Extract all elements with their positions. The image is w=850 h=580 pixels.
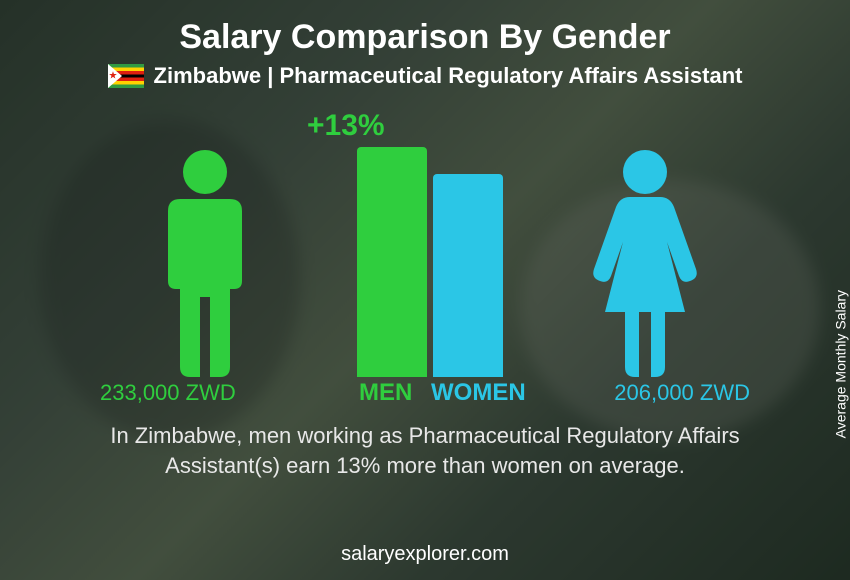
job-title-label: Pharmaceutical Regulatory Affairs Assist… xyxy=(280,63,743,88)
page-title: Salary Comparison By Gender xyxy=(179,18,670,57)
y-axis-label: Average Monthly Salary xyxy=(832,290,848,438)
men-salary-value: 233,000 ZWD xyxy=(100,380,236,406)
zimbabwe-flag-icon xyxy=(108,64,144,88)
women-label: WOMEN xyxy=(431,379,526,407)
men-label: MEN xyxy=(359,379,412,407)
bar-labels-row: 233,000 ZWD MEN WOMEN 206,000 ZWD xyxy=(75,377,775,409)
subtitle-text: Zimbabwe | Pharmaceutical Regulatory Aff… xyxy=(154,63,743,89)
female-figure-icon xyxy=(585,147,705,377)
country-label: Zimbabwe xyxy=(154,63,262,88)
description-text: In Zimbabwe, men working as Pharmaceutic… xyxy=(55,421,795,480)
separator: | xyxy=(261,63,279,88)
comparison-chart: +13% 233,000 ZWD MEN WOMEN 206,000 ZWD xyxy=(75,109,775,409)
male-figure-icon xyxy=(145,147,265,377)
source-footer: salaryexplorer.com xyxy=(0,543,850,566)
difference-label: +13% xyxy=(307,109,385,143)
infographic-content: Salary Comparison By Gender Zimbabwe | P… xyxy=(0,0,850,580)
subtitle-row: Zimbabwe | Pharmaceutical Regulatory Aff… xyxy=(108,63,743,89)
women-salary-value: 206,000 ZWD xyxy=(614,380,750,406)
women-bar xyxy=(433,174,503,377)
men-bar xyxy=(357,147,427,377)
